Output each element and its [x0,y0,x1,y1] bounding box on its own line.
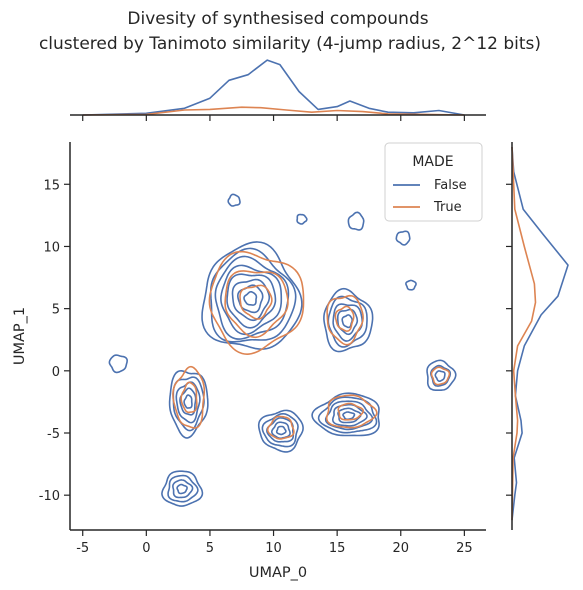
kde-contour-false [108,354,128,374]
kde-contour-false [227,193,241,207]
kde-contour-false [429,364,452,387]
x-tick-label: 15 [329,541,346,556]
kde-contours [108,193,457,507]
kde-contour-false [176,483,188,495]
x-axis-label: UMAP_0 [249,565,307,581]
kde-contour-true [325,394,378,429]
joint-axes: -5 0 5 10 15 20 25 -10 -5 0 5 10 15 UMAP_0 UMAP_1 M… [12,142,486,581]
y-tick-label: -10 [39,489,60,504]
marginal-y-panel [506,142,569,530]
kde-contour-true [430,366,451,386]
kde-contour-false [183,394,193,409]
x-tick-label: 10 [265,541,282,556]
kde-contour-false [347,211,365,231]
kde-contour-false [311,392,380,437]
marginal-x-panel [70,59,486,121]
x-tick-label: 5 [206,541,214,556]
x-tick-label: 0 [142,541,150,556]
kde-contour-false [434,370,446,382]
kde-contour-false [209,247,297,343]
kde-contour-true [239,284,273,320]
contour-series-true [172,250,451,440]
kde-contour-true [172,365,206,429]
y-tick-label: 10 [43,240,60,255]
kde-contour-false [426,359,457,392]
legend-frame [384,142,483,222]
kde-contour-false [243,290,258,306]
y-tick-label: 0 [52,365,60,380]
y-axis-label: UMAP_1 [12,307,28,365]
marginal-x-curve-false [82,59,465,116]
marginal-y-curve-true [511,146,537,521]
kde-contour-false [261,412,299,448]
kde-contour-true [224,270,289,339]
y-axis-ticks: -10 -5 0 5 10 15 [39,178,70,504]
kde-contour-false [172,479,194,499]
kde-contour-true [337,402,365,421]
kde-contour-true [326,294,364,346]
kde-contour-false [201,241,303,350]
chart-title-line-2: clustered by Tanimoto similarity (4-jump… [39,34,541,54]
marginal-y-ticks [506,183,512,496]
marginal-x-ticks [82,115,465,121]
marginal-y-curve-false [511,146,569,521]
kde-contour-false [336,308,359,336]
legend-label-false: False [434,178,467,193]
kde-contour-false [327,295,368,348]
kde-contour-false [175,381,201,424]
y-tick-label: 15 [43,178,60,193]
marginal-y-curves [511,146,569,521]
kde-contour-false [337,407,362,424]
chart-title-line-1: Divesity of synthesised compounds [127,9,428,29]
kde-contour-false [270,421,291,440]
kde-contour-false [275,425,287,436]
legend-title: MADE [412,154,453,170]
kde-contour-false [237,284,264,314]
x-tick-label: 20 [392,541,409,556]
x-tick-label: 25 [456,541,473,556]
kde-contour-false [332,303,364,342]
contour-series-false [108,193,457,507]
kde-contour-false [179,387,197,416]
kde-contour-false [296,213,308,225]
kde-contour-false [161,470,204,507]
kde-contour-false [257,409,304,453]
kde-contour-false [266,417,295,443]
y-tick-label: -5 [47,427,60,442]
marginal-x-curve-true [82,106,465,116]
kde-contour-false [167,474,199,503]
legend: MADE False True [384,142,483,222]
x-axis-ticks: -5 0 5 10 15 20 25 [76,530,473,556]
kde-contour-false [405,279,417,291]
kde-contour-false [341,314,354,329]
kde-contour-false [231,278,271,322]
marginal-x-curves [82,59,465,116]
kde-contour-true [180,381,198,414]
kde-contour-true [266,415,295,440]
y-tick-label: 5 [52,303,60,318]
kde-contour-true [334,305,355,332]
x-tick-label: -5 [76,541,89,556]
kde-contour-false [342,411,356,421]
kde-contour-false [395,230,411,246]
kde-contour-false [323,287,374,353]
kde-contour-false [226,273,277,329]
legend-label-true: True [433,200,462,215]
kde-contour-true [208,250,305,355]
